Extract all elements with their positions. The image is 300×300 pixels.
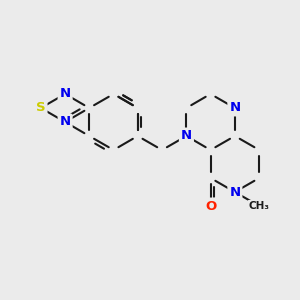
Text: N: N [229,185,240,199]
Text: O: O [205,200,216,212]
Text: S: S [36,101,46,115]
Text: N: N [60,88,71,100]
Text: N: N [181,130,192,142]
Text: N: N [60,116,71,128]
Text: N: N [229,101,240,115]
Text: CH₃: CH₃ [249,201,270,211]
